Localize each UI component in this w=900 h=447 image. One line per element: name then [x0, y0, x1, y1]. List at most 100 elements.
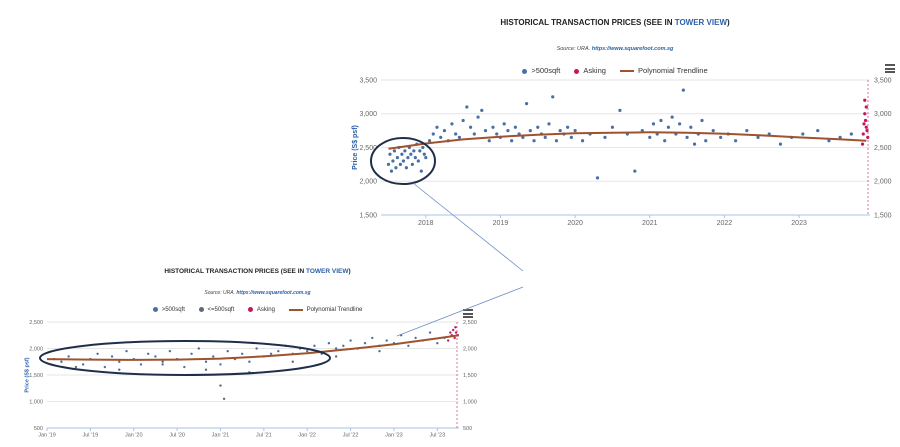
data-point[interactable] — [349, 339, 352, 342]
data-point[interactable] — [866, 135, 870, 139]
legend-item-asking[interactable]: Asking — [247, 307, 275, 313]
data-point[interactable] — [510, 139, 514, 143]
data-point[interactable] — [849, 132, 853, 136]
data-point[interactable] — [212, 355, 215, 358]
data-point[interactable] — [125, 349, 128, 353]
source-link[interactable]: https://www.squarefoot.com.sg — [236, 290, 311, 296]
data-point[interactable] — [838, 135, 842, 139]
data-point[interactable] — [860, 142, 865, 146]
data-point[interactable] — [536, 125, 540, 129]
data-point[interactable] — [412, 149, 416, 153]
data-point[interactable] — [313, 344, 316, 348]
data-point[interactable] — [648, 135, 652, 139]
data-point[interactable] — [81, 363, 85, 366]
data-point[interactable] — [666, 125, 671, 129]
data-point[interactable] — [711, 129, 715, 133]
data-point[interactable] — [480, 108, 484, 112]
data-point[interactable] — [320, 352, 323, 355]
data-point[interactable] — [719, 135, 723, 139]
data-point[interactable] — [334, 355, 338, 358]
data-point[interactable] — [528, 129, 532, 133]
data-point[interactable] — [327, 342, 331, 345]
data-point[interactable] — [219, 363, 222, 366]
data-point[interactable] — [457, 135, 461, 139]
data-point[interactable] — [569, 135, 573, 139]
data-point[interactable] — [392, 149, 397, 153]
data-point[interactable] — [454, 326, 457, 329]
data-point[interactable] — [403, 149, 407, 153]
data-point[interactable] — [248, 360, 251, 363]
data-point[interactable] — [864, 105, 868, 109]
data-point[interactable] — [442, 129, 447, 133]
data-point[interactable] — [681, 88, 685, 92]
data-point[interactable] — [551, 95, 555, 99]
data-point[interactable] — [778, 142, 783, 146]
tower-view-link[interactable]: TOWER VIEW — [306, 268, 349, 275]
data-point[interactable] — [566, 125, 570, 129]
data-point[interactable] — [428, 331, 432, 334]
data-point[interactable] — [689, 125, 693, 129]
data-point[interactable] — [863, 98, 867, 102]
data-point[interactable] — [435, 125, 439, 129]
hamburger-menu-icon[interactable] — [885, 64, 895, 73]
data-point[interactable] — [222, 397, 226, 401]
data-point[interactable] — [439, 135, 443, 139]
data-point[interactable] — [421, 145, 425, 150]
data-point[interactable] — [513, 125, 517, 129]
data-point[interactable] — [404, 166, 408, 170]
data-point[interactable] — [190, 352, 193, 355]
data-point[interactable] — [410, 162, 414, 166]
data-point[interactable] — [468, 125, 473, 129]
data-point[interactable] — [269, 352, 273, 355]
tower-view-link[interactable]: TOWER VIEW — [674, 18, 727, 27]
data-point[interactable] — [386, 162, 391, 166]
legend-item-asking[interactable]: Asking — [574, 66, 606, 75]
data-point[interactable] — [495, 132, 499, 136]
data-point[interactable] — [476, 115, 480, 119]
data-point[interactable] — [618, 108, 622, 112]
data-point[interactable] — [452, 328, 455, 332]
legend-item-over500[interactable]: >500sqft — [152, 307, 185, 313]
data-point[interactable] — [453, 336, 456, 340]
data-point[interactable] — [461, 118, 465, 123]
data-point[interactable] — [204, 360, 208, 363]
data-point[interactable] — [118, 360, 121, 363]
data-point[interactable] — [416, 159, 420, 163]
data-point[interactable] — [603, 135, 607, 139]
data-point[interactable] — [431, 132, 435, 136]
data-point[interactable] — [67, 355, 70, 358]
data-point[interactable] — [406, 156, 410, 160]
data-point[interactable] — [827, 139, 831, 143]
data-point[interactable] — [863, 112, 867, 116]
data-point[interactable] — [161, 360, 164, 363]
data-point[interactable] — [678, 122, 682, 126]
data-point[interactable] — [118, 368, 121, 371]
data-point[interactable] — [863, 118, 868, 123]
data-point[interactable] — [427, 139, 432, 143]
data-point[interactable] — [454, 132, 458, 136]
data-point[interactable] — [487, 139, 491, 143]
data-point[interactable] — [700, 118, 704, 123]
data-point[interactable] — [414, 336, 417, 340]
data-point[interactable] — [407, 344, 410, 348]
data-point[interactable] — [521, 135, 525, 139]
data-point[interactable] — [395, 156, 400, 160]
data-point[interactable] — [865, 129, 869, 133]
data-point[interactable] — [400, 152, 404, 156]
data-point[interactable] — [388, 152, 392, 156]
data-point[interactable] — [436, 342, 439, 345]
data-point[interactable] — [240, 352, 244, 355]
data-point[interactable] — [394, 166, 398, 170]
data-point[interactable] — [580, 139, 585, 143]
data-point[interactable] — [491, 125, 495, 129]
data-point[interactable] — [659, 118, 663, 123]
data-point[interactable] — [413, 156, 417, 160]
data-point[interactable] — [524, 102, 529, 106]
data-point[interactable] — [291, 360, 294, 363]
data-point[interactable] — [363, 342, 367, 345]
legend-item-trendline[interactable]: Polynomial Trendline — [620, 66, 708, 75]
data-point[interactable] — [204, 368, 208, 371]
data-point[interactable] — [558, 129, 562, 133]
data-point[interactable] — [465, 105, 469, 109]
data-point[interactable] — [96, 352, 99, 355]
